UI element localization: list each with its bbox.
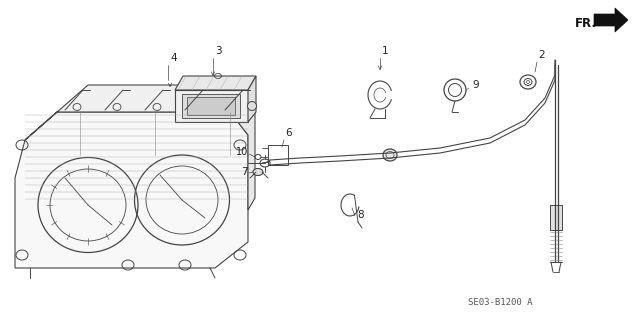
Polygon shape xyxy=(182,94,240,118)
Text: 4: 4 xyxy=(170,53,177,63)
Ellipse shape xyxy=(383,149,397,161)
Text: 6: 6 xyxy=(285,128,292,138)
Text: 1: 1 xyxy=(382,46,388,56)
Polygon shape xyxy=(594,8,628,32)
Text: SE03-B1200 A: SE03-B1200 A xyxy=(468,298,532,307)
Polygon shape xyxy=(248,76,256,122)
Ellipse shape xyxy=(253,168,263,175)
Polygon shape xyxy=(175,90,248,122)
Text: 7: 7 xyxy=(241,167,248,177)
Text: 9: 9 xyxy=(472,80,479,90)
Text: 2: 2 xyxy=(538,50,545,60)
Polygon shape xyxy=(175,76,256,90)
Text: 10: 10 xyxy=(236,147,248,157)
Text: 8: 8 xyxy=(357,210,364,220)
Polygon shape xyxy=(15,112,248,268)
Polygon shape xyxy=(550,205,562,230)
Polygon shape xyxy=(187,97,235,115)
Text: 3: 3 xyxy=(215,46,221,56)
Polygon shape xyxy=(25,85,255,140)
Ellipse shape xyxy=(248,101,257,110)
Polygon shape xyxy=(230,85,255,210)
Text: FR.: FR. xyxy=(575,17,597,30)
